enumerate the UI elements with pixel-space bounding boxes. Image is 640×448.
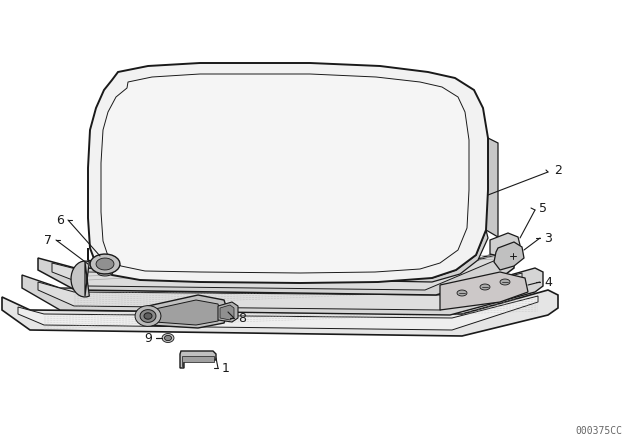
Text: 1: 1 (222, 362, 230, 375)
Text: 7: 7 (44, 233, 52, 246)
Polygon shape (218, 302, 238, 322)
Polygon shape (105, 252, 440, 274)
Polygon shape (105, 240, 440, 262)
Text: 8: 8 (238, 311, 246, 324)
Polygon shape (38, 250, 514, 295)
Polygon shape (162, 333, 174, 342)
Polygon shape (105, 246, 440, 268)
Text: 3: 3 (544, 232, 552, 245)
Polygon shape (500, 279, 510, 285)
Polygon shape (52, 255, 496, 290)
Polygon shape (480, 284, 490, 290)
Polygon shape (97, 255, 113, 265)
Polygon shape (2, 290, 558, 336)
Text: 6: 6 (56, 214, 64, 227)
Text: 4: 4 (544, 276, 552, 289)
Polygon shape (88, 230, 488, 282)
Polygon shape (144, 313, 152, 319)
Polygon shape (135, 306, 161, 327)
Polygon shape (101, 74, 469, 273)
Text: 5: 5 (539, 202, 547, 215)
Polygon shape (180, 351, 216, 368)
Polygon shape (182, 356, 214, 366)
Polygon shape (18, 296, 538, 330)
Polygon shape (486, 138, 498, 237)
Text: 2: 2 (554, 164, 562, 177)
Polygon shape (440, 272, 528, 310)
Polygon shape (138, 295, 228, 328)
Polygon shape (22, 268, 543, 315)
Polygon shape (148, 300, 221, 325)
Polygon shape (494, 242, 524, 270)
Polygon shape (97, 268, 113, 276)
Text: 000375CC: 000375CC (575, 426, 622, 436)
Text: 9: 9 (144, 332, 152, 345)
Polygon shape (88, 63, 488, 283)
Polygon shape (490, 233, 520, 258)
Polygon shape (96, 258, 114, 270)
Polygon shape (220, 305, 234, 320)
Polygon shape (140, 310, 156, 323)
Polygon shape (71, 261, 90, 297)
Polygon shape (97, 262, 113, 270)
Polygon shape (164, 336, 172, 340)
Polygon shape (90, 254, 120, 274)
Polygon shape (38, 273, 522, 310)
Polygon shape (457, 290, 467, 296)
